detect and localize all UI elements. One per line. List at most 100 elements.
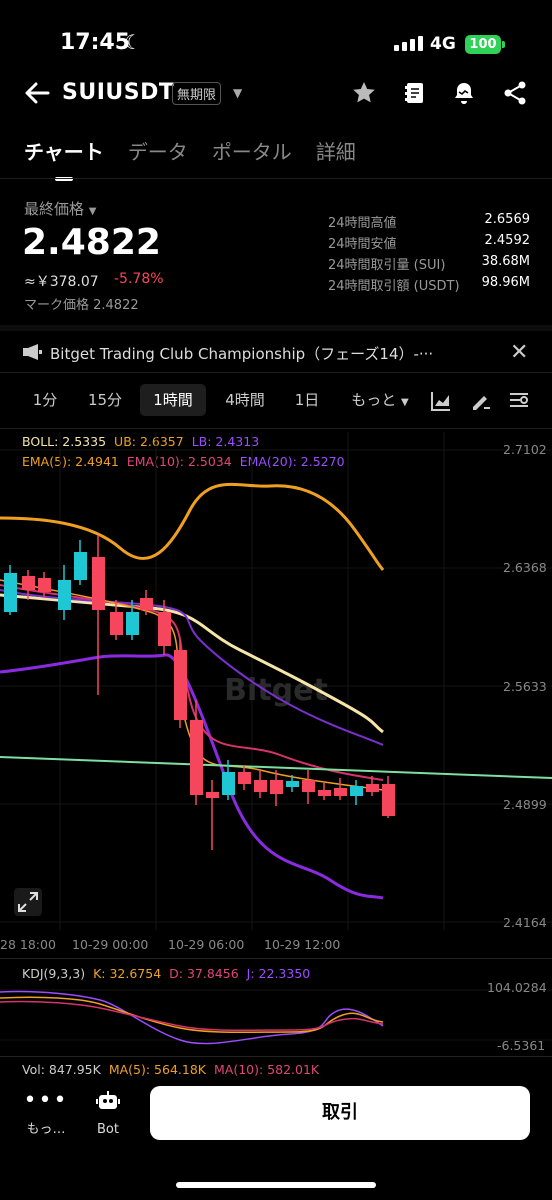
indicator-lines (0, 482, 552, 900)
interval-1d[interactable]: 1日 (294, 391, 320, 409)
candlestick-chart[interactable]: Bitget (0, 432, 552, 1080)
announcement-bar[interactable]: Bitget Trading Club Championship（フェーズ14）… (0, 340, 552, 366)
watermark-text: Bitget (224, 673, 328, 708)
fiat-price: ≈￥378.07 (24, 274, 99, 290)
mid-band-line (0, 593, 384, 734)
fullscreen-icon[interactable] (14, 888, 42, 916)
battery-tip (502, 41, 505, 48)
bot-label: Bot (97, 1122, 119, 1137)
x-axis-label: 28 18:00 (0, 937, 56, 952)
candle-body (110, 612, 123, 635)
draw-tool-icon[interactable] (470, 390, 492, 412)
candle-body (74, 552, 87, 580)
candle-body (174, 650, 187, 720)
symbol-title[interactable]: SUIUSDT (62, 80, 175, 105)
kdj-j-line (0, 990, 384, 1045)
x-axis-label: 10-29 12:00 (264, 937, 341, 952)
intervals-divider (0, 428, 552, 429)
bottom-bar: ••• もっ… Bot 取引 (0, 1076, 552, 1200)
home-indicator (176, 1182, 376, 1188)
tab-portal[interactable]: ポータル (211, 140, 292, 164)
candle-body (38, 578, 51, 592)
announcement-text[interactable]: Bitget Trading Club Championship（フェーズ14）… (50, 345, 434, 363)
candle-body (190, 720, 203, 795)
close-icon[interactable]: ✕ (510, 340, 529, 365)
kdj-y-label: 104.0284 (487, 980, 547, 995)
candle-body (318, 790, 331, 796)
kdj-legend: KDJ(9,3,3) K: 32.6754 D: 37.8456 J: 22.3350 (22, 966, 318, 981)
interval-4h[interactable]: 4時間 (225, 391, 265, 409)
stats-panel: 24時間高値 2.6569 24時間安値 2.4592 24時間取引量 (SUI) 3… (328, 212, 530, 296)
boll-value: BOLL: 2.5335 (22, 434, 107, 449)
candle-body (140, 598, 153, 610)
lb-value: LB: 2.4313 (191, 434, 260, 449)
kdj-label: KDJ(9,3,3) (22, 966, 86, 981)
battery-icon: 100 (465, 35, 501, 54)
ub-value: UB: 2.6357 (114, 434, 184, 449)
bot-button[interactable]: Bot (86, 1090, 130, 1137)
boll-legend: BOLL: 2.5335 UB: 2.6357 LB: 2.4313 (22, 434, 267, 449)
vol-legend: Vol: 847.95K MA(5): 564.18K MA(10): 582.01… (22, 1062, 327, 1077)
candle-body (222, 772, 235, 795)
stat-row: 24時間高値 2.6569 (328, 212, 530, 231)
chevron-down-icon[interactable]: ▼ (233, 86, 243, 100)
interval-1m[interactable]: 1分 (32, 391, 58, 409)
mark-price: マーク価格 2.4822 (24, 298, 139, 313)
more-button[interactable]: ••• もっ… (20, 1088, 72, 1138)
x-axis-label: 10-29 00:00 (72, 937, 149, 952)
last-price: 2.4822 (22, 222, 161, 263)
last-price-label[interactable]: 最終価格 ▼ (24, 200, 97, 218)
y-axis-label: 2.7102 (503, 442, 547, 457)
alert-bell-icon[interactable] (451, 80, 477, 106)
interval-1h[interactable]: 1時間 (140, 384, 206, 416)
kdj-k-line (0, 996, 384, 1034)
upper-band-line (0, 482, 385, 571)
y-axis-label: 2.6368 (503, 560, 547, 575)
stat-row: 24時間取引額 (USDT) 98.96M (328, 275, 530, 294)
share-icon[interactable] (502, 80, 528, 106)
trade-button[interactable]: 取引 (150, 1086, 530, 1140)
interval-15m[interactable]: 15分 (87, 391, 123, 409)
chart-settings-icon[interactable] (508, 390, 530, 412)
header: SUIUSDT 無期限 ▼ (0, 76, 552, 112)
candle-body (58, 580, 71, 610)
lower-band-line (0, 653, 384, 900)
section-divider (0, 325, 552, 331)
back-arrow-icon[interactable] (22, 78, 52, 108)
candle-body (254, 780, 267, 792)
more-label: もっ… (26, 1122, 66, 1137)
candle-body (382, 784, 395, 816)
more-dots-icon: ••• (23, 1088, 69, 1113)
candle-body (270, 780, 283, 794)
kdj-k-value: K: 32.6754 (93, 966, 162, 981)
trend-line (0, 756, 552, 779)
candle-body (350, 786, 363, 796)
tab-data[interactable]: データ (127, 140, 188, 164)
tab-details[interactable]: 詳細 (315, 140, 356, 164)
vol-divider (0, 1056, 552, 1057)
order-book-icon[interactable] (402, 80, 428, 106)
indicator-icon[interactable] (430, 390, 452, 412)
tabs-divider (0, 178, 552, 179)
stat-row: 24時間取引量 (SUI) 38.68M (328, 254, 530, 273)
status-time: 17:45 (60, 30, 131, 55)
candle-body (4, 573, 17, 612)
vol-value: Vol: 847.95K (22, 1062, 101, 1077)
tab-chart[interactable]: チャート (24, 136, 104, 165)
y-axis-label: 2.5633 (503, 679, 547, 694)
kdj-lines (0, 990, 384, 1045)
candle-body (238, 772, 251, 784)
x-axis-label: 10-29 06:00 (168, 937, 245, 952)
signal-icon (394, 36, 423, 51)
candle-body (158, 612, 171, 646)
y-axis-label: 2.4164 (503, 915, 547, 930)
ema10-value: EMA(10): 2.5034 (126, 454, 232, 469)
star-icon[interactable] (351, 80, 377, 106)
moon-icon: ☾ (124, 30, 142, 54)
candle-body (126, 612, 139, 635)
candle-body (22, 576, 35, 590)
network-type: 4G (430, 34, 456, 54)
kdj-y-label: -6.5361 (497, 1038, 546, 1053)
kdj-d-value: D: 37.8456 (169, 966, 239, 981)
interval-more[interactable]: もっと ▼ (351, 391, 409, 409)
